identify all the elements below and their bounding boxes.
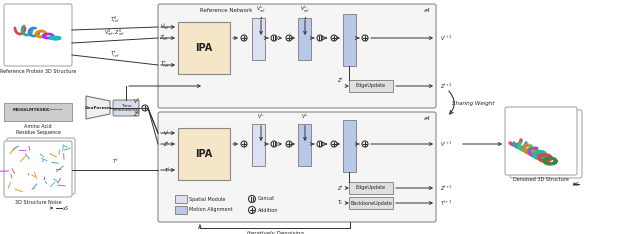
Text: Concat: Concat [258,197,275,201]
FancyBboxPatch shape [298,124,311,166]
Text: $T_{ref}^t$: $T_{ref}^t$ [160,60,170,70]
FancyBboxPatch shape [158,4,436,108]
Text: $V_{ref}^0, Z_{ref}^0$: $V_{ref}^0, Z_{ref}^0$ [104,27,125,38]
Circle shape [248,206,255,213]
Text: GeoFormer: GeoFormer [84,106,112,110]
Text: EdgeUpdate: EdgeUpdate [356,186,386,190]
FancyBboxPatch shape [178,22,230,74]
FancyBboxPatch shape [505,107,577,175]
Text: Denoised 3D Structure: Denoised 3D Structure [513,177,569,182]
Text: $Z^l$: $Z^l$ [337,183,344,193]
Circle shape [142,105,148,111]
FancyBboxPatch shape [4,4,72,66]
Text: xS: xS [62,205,68,211]
Circle shape [331,35,337,41]
Text: $V_{ref}^{l_2}$: $V_{ref}^{l_2}$ [300,4,310,15]
Text: $T_s$: $T_s$ [337,199,344,208]
Text: IPA: IPA [195,149,212,159]
Text: $T_{ref}^t$: $T_{ref}^t$ [110,50,120,60]
Circle shape [286,141,292,147]
Text: Addition: Addition [258,208,278,212]
Text: Spatial Module: Spatial Module [189,197,225,201]
FancyBboxPatch shape [349,80,393,92]
Circle shape [271,141,277,147]
FancyBboxPatch shape [4,141,72,197]
Circle shape [241,35,247,41]
FancyBboxPatch shape [510,110,582,178]
Text: $Z^l$: $Z^l$ [337,75,344,85]
Text: 3D Structure Noise: 3D Structure Noise [15,200,61,205]
Text: Iteratively Denoising: Iteratively Denoising [246,231,303,234]
FancyBboxPatch shape [343,14,356,66]
Text: Reference Protein 3D Structure: Reference Protein 3D Structure [0,69,76,74]
Circle shape [248,195,255,202]
Text: $T^t$: $T^t$ [111,157,118,166]
Circle shape [317,35,323,41]
Text: $V^{l+1}$: $V^{l+1}$ [440,139,452,149]
FancyBboxPatch shape [343,120,356,172]
Text: $Z_{ref}^l$: $Z_{ref}^l$ [159,33,170,43]
Polygon shape [86,96,110,119]
Text: EdgeUpdate: EdgeUpdate [356,84,386,88]
Circle shape [271,35,277,41]
Circle shape [317,141,323,147]
Text: $V_{ref}^l$: $V_{ref}^l$ [159,22,170,32]
Text: $V^{l+1}$: $V^{l+1}$ [440,33,452,43]
Text: $T^l$: $T^l$ [164,165,170,175]
Text: $Z^{l+1}$: $Z^{l+1}$ [440,81,453,91]
Text: $V^0$: $V^0$ [133,96,141,106]
Circle shape [241,141,247,147]
FancyBboxPatch shape [349,197,393,209]
FancyBboxPatch shape [7,138,75,194]
Text: $V^{l_2}$: $V^{l_2}$ [301,112,309,121]
Text: $V_{ref}^{l_2}$: $V_{ref}^{l_2}$ [256,4,266,15]
Text: x4: x4 [423,116,430,121]
Text: MGSSLMTEIIKK⋯⋯⋯: MGSSLMTEIIKK⋯⋯⋯ [13,108,63,112]
FancyBboxPatch shape [175,195,187,203]
Text: xS: xS [573,182,579,186]
Text: Motion Alignment: Motion Alignment [189,208,232,212]
FancyBboxPatch shape [4,103,72,121]
Text: $T^{l+1}$: $T^{l+1}$ [440,198,452,208]
FancyBboxPatch shape [252,18,265,60]
Text: $V^{l_2}$: $V^{l_2}$ [257,112,265,121]
Text: $Z^0$: $Z^0$ [133,109,141,119]
Circle shape [286,35,292,41]
Text: $Z^{l+1}$: $Z^{l+1}$ [440,183,453,193]
Text: Amino Acid
Residue Sequence: Amino Acid Residue Sequence [15,124,60,135]
FancyBboxPatch shape [349,182,393,194]
FancyBboxPatch shape [178,128,230,180]
Text: $T_{ref}^0$: $T_{ref}^0$ [110,14,120,25]
Text: IPA: IPA [195,43,212,53]
Circle shape [362,141,368,147]
Circle shape [362,35,368,41]
FancyBboxPatch shape [113,100,139,116]
Text: x4: x4 [423,8,430,13]
FancyBboxPatch shape [158,112,436,222]
Text: $V^l$: $V^l$ [163,128,170,138]
Text: Sharing Weight: Sharing Weight [452,100,494,106]
Text: BackboneUpdate: BackboneUpdate [350,201,392,205]
Circle shape [331,141,337,147]
Text: Reference Network: Reference Network [200,8,252,13]
FancyBboxPatch shape [298,18,311,60]
FancyBboxPatch shape [175,206,187,214]
Text: $Z^l$: $Z^l$ [163,139,170,149]
FancyBboxPatch shape [252,124,265,166]
Text: Time
Embeddings: Time Embeddings [113,104,140,112]
